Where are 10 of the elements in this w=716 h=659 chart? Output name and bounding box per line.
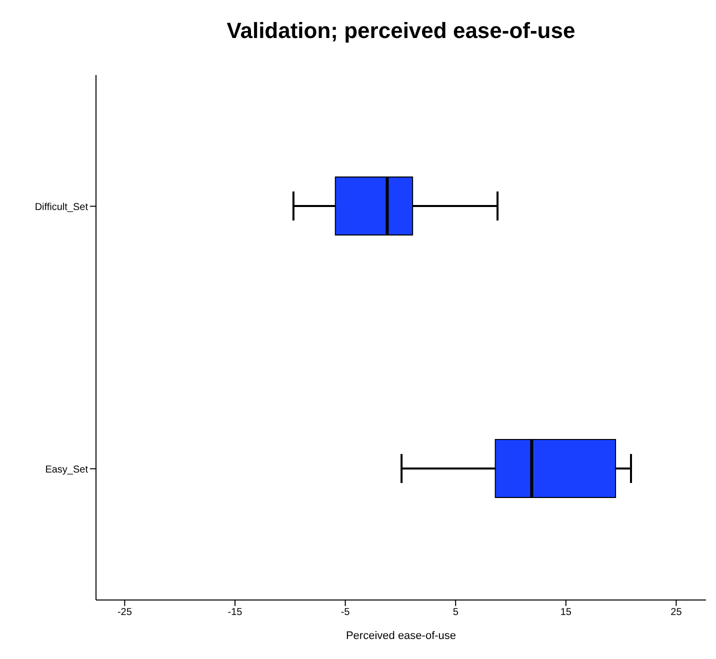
x-tick-label: -25: [117, 607, 132, 618]
x-tick-label: -5: [340, 607, 350, 618]
x-tick-label: 5: [452, 607, 459, 618]
x-axis-title: Perceived ease-of-use: [346, 630, 456, 642]
y-tick-label: Easy_Set: [45, 464, 88, 476]
chart-title: Validation; perceived ease-of-use: [226, 18, 576, 44]
y-tick-label: Difficult_Set: [34, 202, 88, 213]
x-tick-label: -15: [228, 607, 243, 618]
x-tick-label: 15: [560, 607, 572, 618]
x-tick-label: 25: [670, 607, 682, 618]
